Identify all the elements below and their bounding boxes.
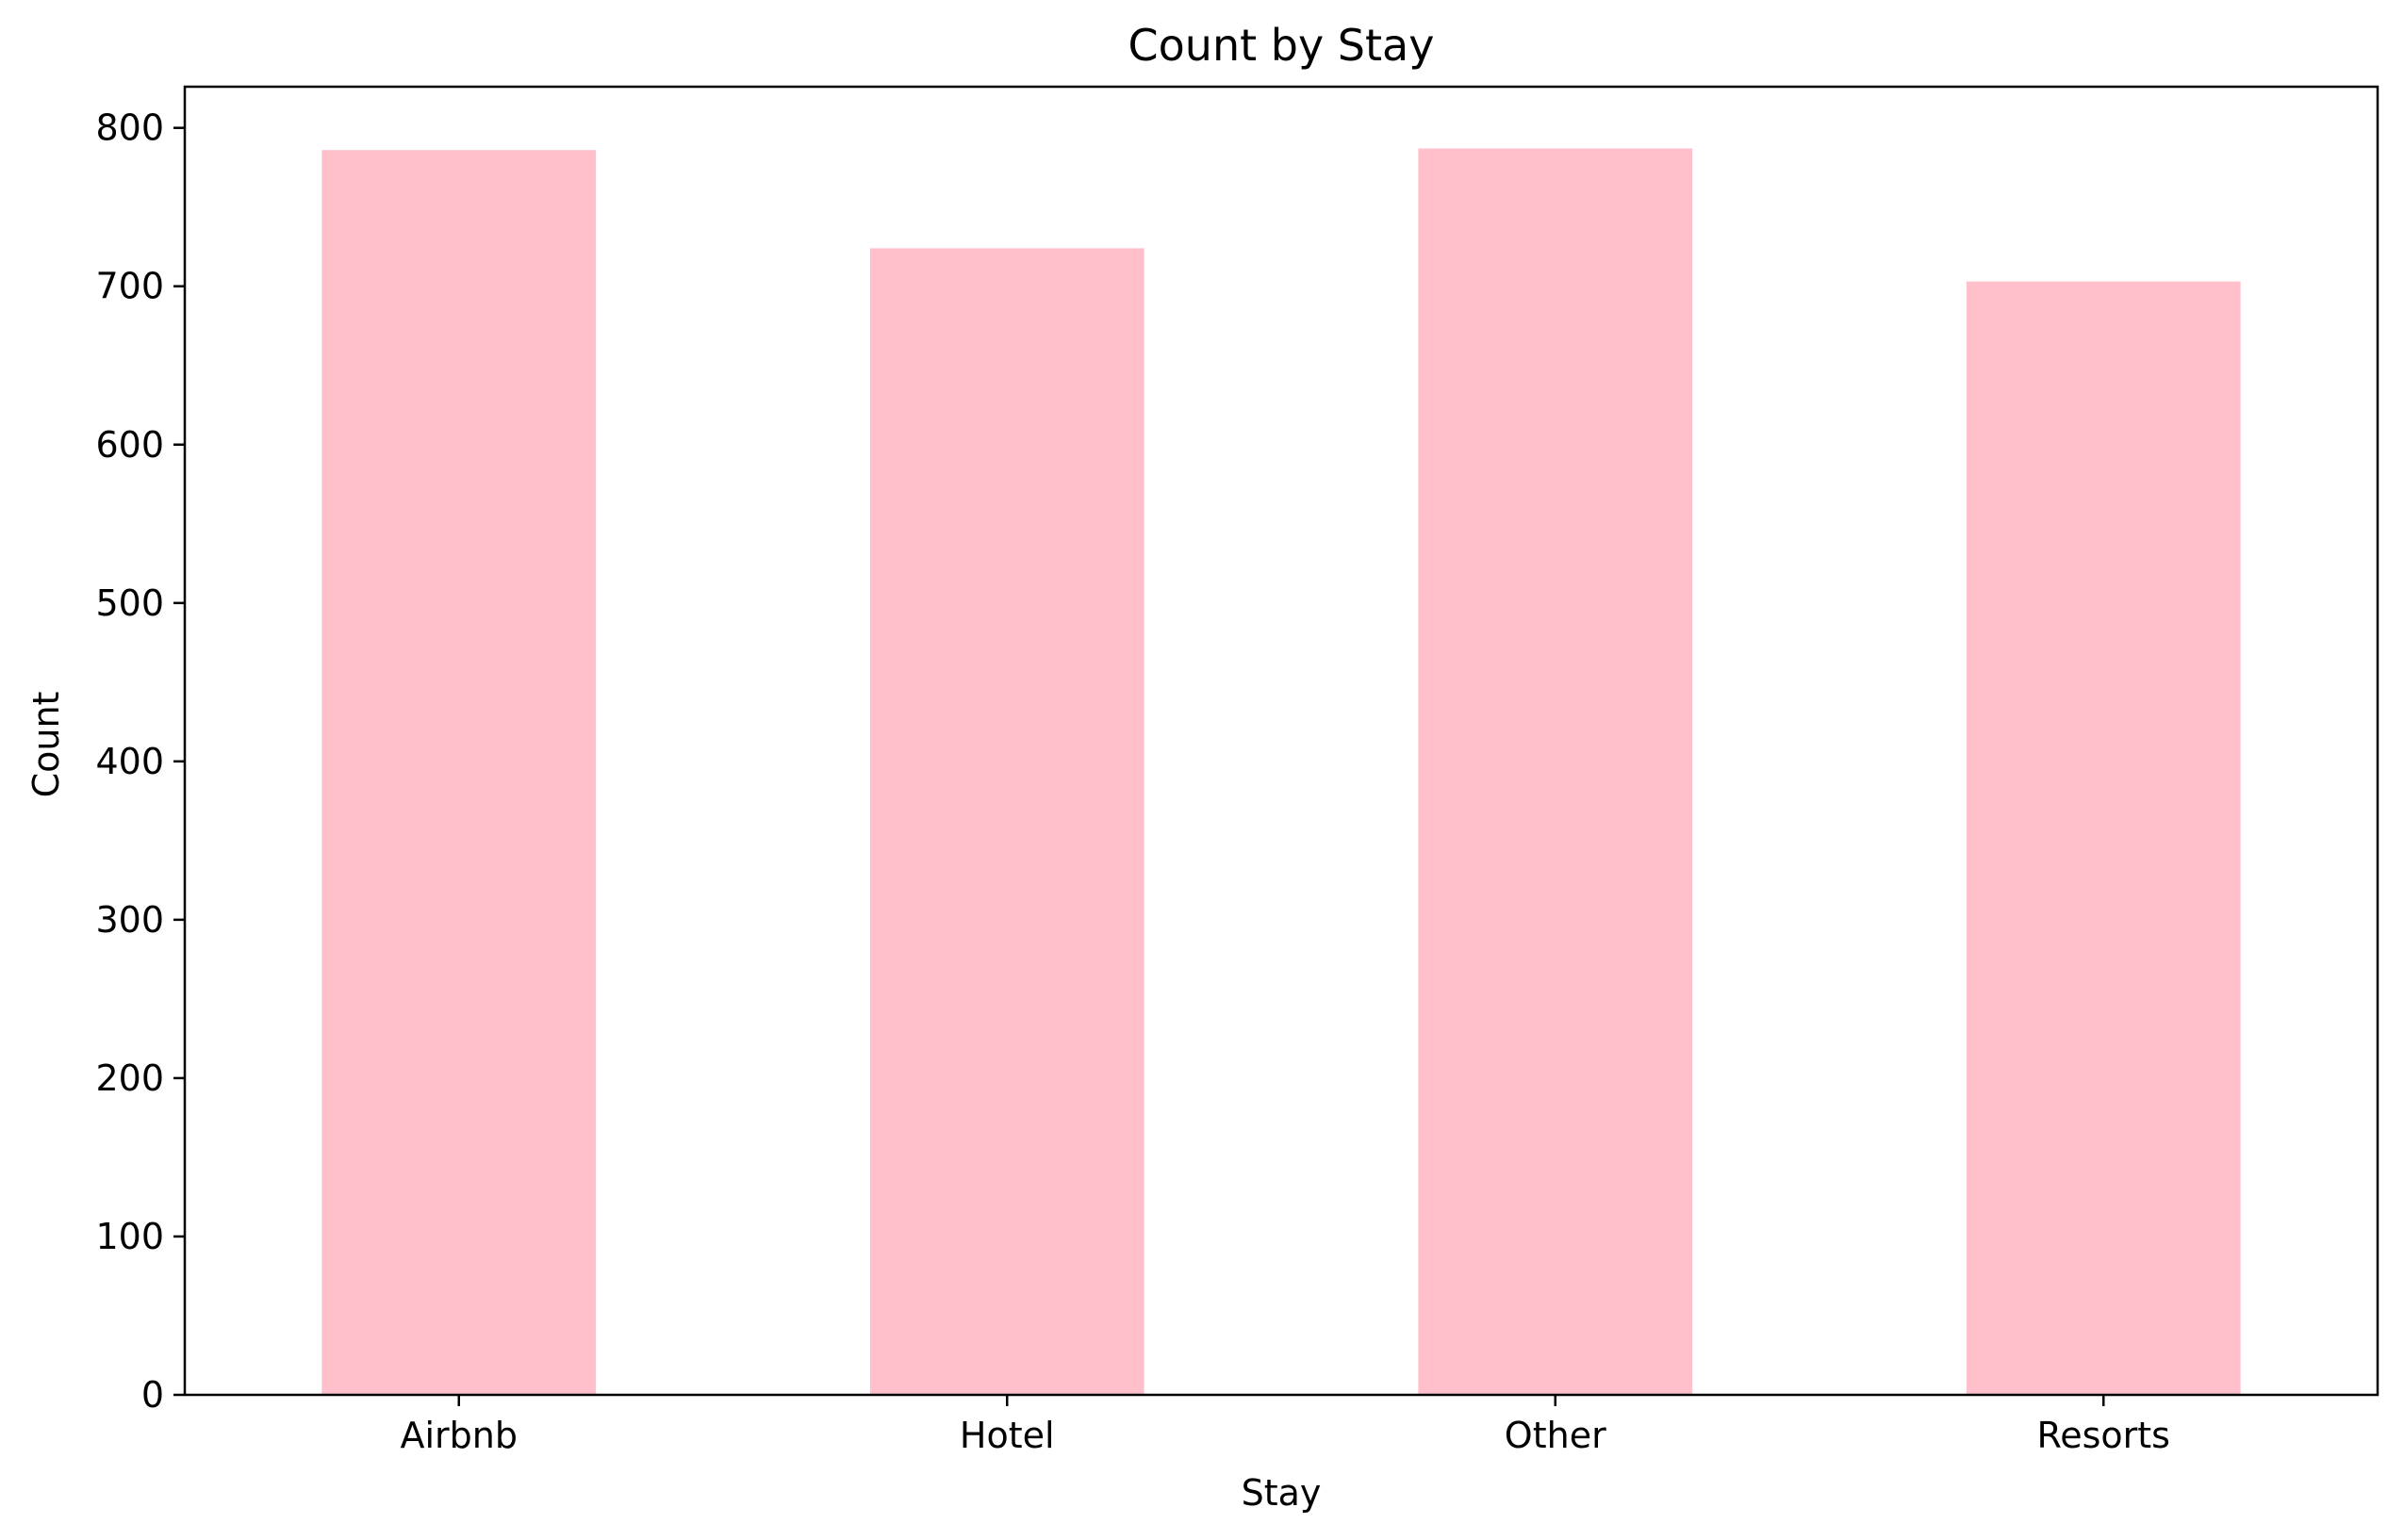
y-axis-label: Count [25, 692, 67, 798]
x-tick-label: Hotel [960, 1415, 1055, 1456]
y-tick-label: 400 [95, 741, 164, 782]
y-tick-label: 100 [95, 1216, 164, 1257]
x-axis-label: Stay [1242, 1472, 1322, 1514]
plot-area [183, 85, 2379, 1397]
bar-airbnb [321, 150, 597, 1396]
y-tick-label: 0 [141, 1374, 164, 1416]
bar-hotel [869, 248, 1144, 1395]
plot-frame [183, 85, 2379, 1397]
y-tick-label: 600 [95, 424, 164, 466]
bar-other [1418, 148, 1693, 1395]
chart-title: Count by Stay [1128, 20, 1435, 71]
bar-resorts [1966, 281, 2241, 1396]
y-tick-label: 700 [95, 266, 164, 307]
x-axis: Airbnb Hotel Other Resorts [400, 1395, 2170, 1456]
y-tick-label: 200 [95, 1057, 164, 1099]
y-tick-label: 800 [95, 107, 164, 149]
bars-group [321, 148, 2241, 1396]
x-tick-label: Resorts [2037, 1415, 2170, 1456]
y-tick-label: 500 [95, 582, 164, 624]
y-tick-label: 300 [95, 899, 164, 941]
y-axis: 0 100 200 300 400 500 600 700 800 [95, 107, 185, 1416]
x-tick-label: Other [1505, 1415, 1606, 1456]
x-tick-label: Airbnb [400, 1415, 518, 1456]
